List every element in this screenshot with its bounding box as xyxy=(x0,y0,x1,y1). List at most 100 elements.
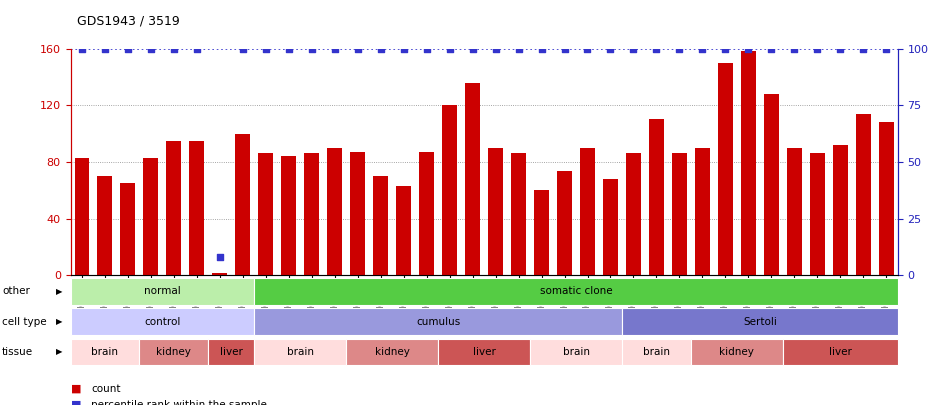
Text: brain: brain xyxy=(643,347,670,357)
Bar xyxy=(855,114,870,275)
Bar xyxy=(419,152,434,275)
Point xyxy=(718,45,733,52)
Bar xyxy=(442,105,457,275)
Point xyxy=(305,45,320,52)
Bar xyxy=(70,308,255,335)
Text: cumulus: cumulus xyxy=(416,317,461,326)
Point xyxy=(98,45,113,52)
Point xyxy=(166,45,181,52)
Point xyxy=(626,45,641,52)
Point xyxy=(809,45,824,52)
Bar xyxy=(305,153,320,275)
Bar xyxy=(144,158,158,275)
Bar xyxy=(603,179,618,275)
Bar xyxy=(879,122,894,275)
Bar xyxy=(787,148,802,275)
Point xyxy=(396,45,411,52)
Bar xyxy=(281,156,296,275)
Point xyxy=(351,45,366,52)
Point xyxy=(373,45,388,52)
Bar xyxy=(764,94,778,275)
Text: normal: normal xyxy=(144,286,180,296)
Text: ▶: ▶ xyxy=(56,347,62,356)
Text: percentile rank within the sample: percentile rank within the sample xyxy=(91,400,267,405)
Text: tissue: tissue xyxy=(2,347,33,357)
Text: kidney: kidney xyxy=(719,347,754,357)
Bar xyxy=(396,186,411,275)
Bar xyxy=(255,278,898,305)
Point xyxy=(672,45,687,52)
Bar xyxy=(346,339,438,365)
Bar xyxy=(488,148,503,275)
Bar xyxy=(235,134,250,275)
Point xyxy=(212,254,227,260)
Bar xyxy=(530,339,622,365)
Bar xyxy=(438,339,530,365)
Bar xyxy=(465,83,480,275)
Text: brain: brain xyxy=(91,347,118,357)
Bar xyxy=(351,152,365,275)
Text: kidney: kidney xyxy=(375,347,410,357)
Bar xyxy=(809,153,824,275)
Point xyxy=(534,45,549,52)
Point xyxy=(580,45,595,52)
Bar xyxy=(373,176,388,275)
Bar xyxy=(166,141,181,275)
Bar xyxy=(212,273,227,275)
Point xyxy=(833,45,848,52)
Text: brain: brain xyxy=(562,347,589,357)
Point xyxy=(603,45,618,52)
Text: control: control xyxy=(144,317,180,326)
Text: other: other xyxy=(2,286,30,296)
Point xyxy=(281,45,296,52)
Point xyxy=(879,45,894,52)
Text: ■: ■ xyxy=(70,384,81,394)
Bar xyxy=(626,153,641,275)
Bar xyxy=(98,176,113,275)
Point xyxy=(235,45,250,52)
Text: liver: liver xyxy=(473,347,495,357)
Point xyxy=(787,45,802,52)
Bar xyxy=(70,278,255,305)
Point xyxy=(419,45,434,52)
Bar xyxy=(327,148,342,275)
Text: cell type: cell type xyxy=(2,317,46,326)
Point xyxy=(488,45,503,52)
Bar xyxy=(580,148,595,275)
Bar xyxy=(511,153,526,275)
Point xyxy=(258,45,274,52)
Bar xyxy=(255,308,622,335)
Bar xyxy=(622,339,691,365)
Text: count: count xyxy=(91,384,120,394)
Text: ▶: ▶ xyxy=(56,317,62,326)
Bar xyxy=(622,308,898,335)
Point xyxy=(120,45,135,52)
Text: GDS1943 / 3519: GDS1943 / 3519 xyxy=(77,14,180,27)
Point xyxy=(465,45,480,52)
Bar xyxy=(691,339,783,365)
Bar xyxy=(649,119,664,275)
Bar xyxy=(189,141,204,275)
Bar xyxy=(718,63,733,275)
Text: liver: liver xyxy=(220,347,243,357)
Point xyxy=(764,45,779,52)
Point xyxy=(442,45,457,52)
Bar xyxy=(209,339,255,365)
Point xyxy=(144,45,159,52)
Text: brain: brain xyxy=(287,347,314,357)
Bar xyxy=(139,339,209,365)
Text: Sertoli: Sertoli xyxy=(743,317,776,326)
Bar xyxy=(783,339,898,365)
Bar xyxy=(120,183,135,275)
Bar xyxy=(255,339,346,365)
Point xyxy=(695,45,710,52)
Text: liver: liver xyxy=(829,347,852,357)
Bar xyxy=(672,153,687,275)
Point xyxy=(649,45,664,52)
Bar xyxy=(74,158,89,275)
Bar xyxy=(741,51,756,275)
Text: ▶: ▶ xyxy=(56,287,62,296)
Bar xyxy=(258,153,274,275)
Point xyxy=(189,45,204,52)
Bar xyxy=(833,145,848,275)
